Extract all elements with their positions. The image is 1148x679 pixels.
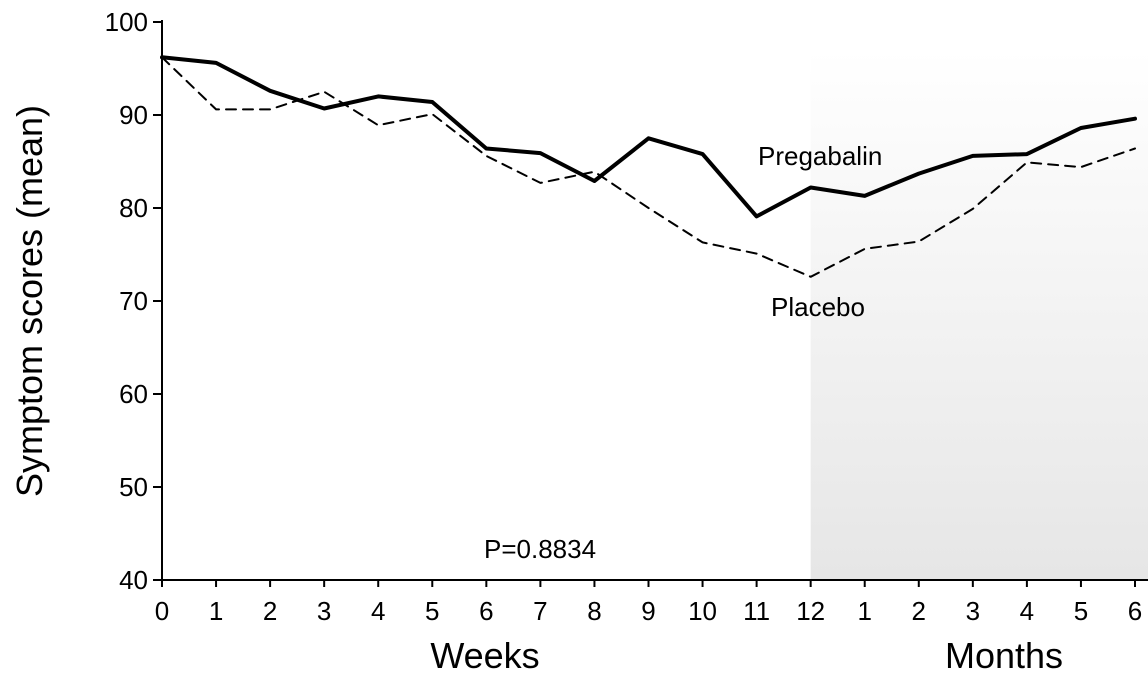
x-tick-label: 9 [641, 596, 655, 626]
x-tick-label: 12 [796, 596, 825, 626]
series-line-placebo [161, 56, 1136, 278]
x-tick-label: 5 [425, 596, 439, 626]
y-tick-label: 50 [119, 472, 148, 502]
series-label-pregabalin: Pregabalin [758, 141, 882, 171]
x-tick-label: 4 [1020, 596, 1034, 626]
x-tick-label: 2 [263, 596, 277, 626]
x-tick-label: 11 [743, 596, 770, 626]
x-group-label-weeks: Weeks [430, 635, 539, 676]
series-line-pregabalin [160, 55, 1137, 219]
months-shaded-region [810, 50, 1148, 580]
x-tick-label: 5 [1074, 596, 1088, 626]
y-axis-title: Symptom scores (mean) [9, 105, 50, 497]
x-tick-label: 6 [1128, 596, 1142, 626]
series-label-placebo: Placebo [771, 292, 865, 322]
y-tick-label: 70 [119, 286, 148, 316]
x-tick-label: 10 [688, 596, 717, 626]
x-tick-label: 3 [966, 596, 980, 626]
x-tick-label: 1 [857, 596, 871, 626]
series-lines [160, 55, 1137, 278]
x-tick-label: 7 [533, 596, 547, 626]
p-value-annotation: P=0.8834 [484, 534, 596, 564]
x-tick-label: 2 [912, 596, 926, 626]
x-tick-label: 3 [317, 596, 331, 626]
y-tick-label: 60 [119, 379, 148, 409]
y-tick-label: 100 [105, 7, 148, 37]
x-tick-label: 6 [479, 596, 493, 626]
y-tick-label: 90 [119, 100, 148, 130]
y-axis-ticks: 40 50 60 70 80 90 100 [105, 7, 162, 595]
x-tick-label: 4 [371, 596, 385, 626]
y-tick-label: 40 [119, 565, 148, 595]
x-tick-label: 8 [587, 596, 601, 626]
x-axis-ticks: 0 1 2 3 4 5 6 7 8 9 10 11 12 1 2 3 4 5 6 [155, 580, 1142, 626]
x-group-label-months: Months [945, 635, 1063, 676]
y-tick-label: 80 [119, 193, 148, 223]
x-tick-label: 0 [155, 596, 169, 626]
x-tick-label: 1 [209, 596, 223, 626]
